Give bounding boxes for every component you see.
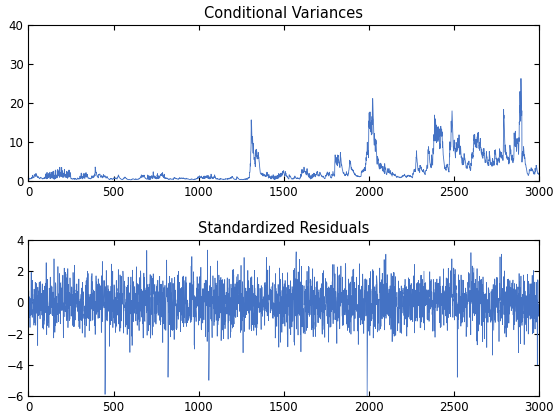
Title: Conditional Variances: Conditional Variances [204,6,363,21]
Title: Standardized Residuals: Standardized Residuals [198,221,370,236]
